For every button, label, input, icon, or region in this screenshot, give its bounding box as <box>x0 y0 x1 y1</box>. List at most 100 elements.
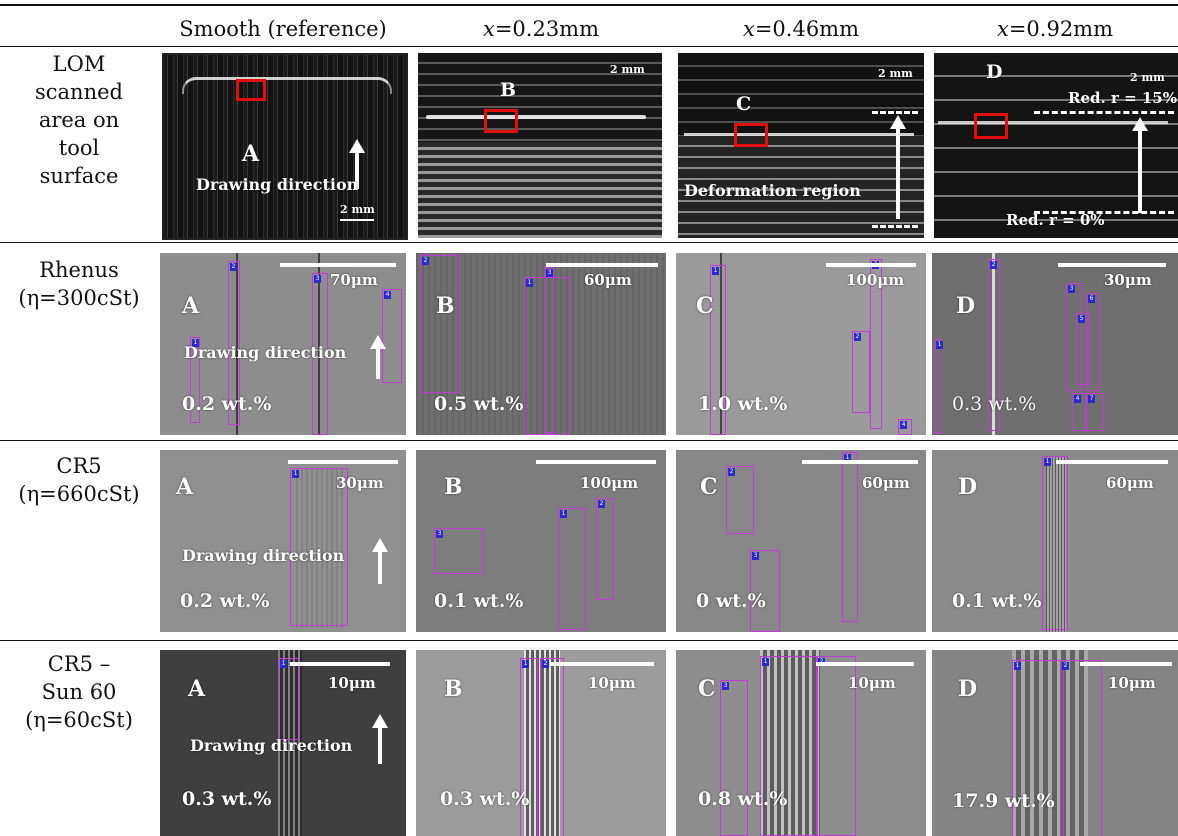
sem-image-cr5-smooth: 1 30μm A Drawing direction 0.2 wt.% <box>160 450 406 632</box>
deformation-boundary-top <box>872 111 918 114</box>
scale-label: 10μm <box>1108 674 1156 692</box>
region-marker-c <box>734 123 768 147</box>
scale-bar <box>550 662 654 666</box>
wear-box: 1 <box>558 508 586 630</box>
wear-box: 1 <box>278 658 300 740</box>
scratch <box>720 253 722 435</box>
wt-label: 0.2 wt.% <box>180 590 270 612</box>
sem-image-cr5-x023: 3 1 2 100μm B 0.1 wt.% <box>416 450 666 632</box>
scratch <box>992 253 995 435</box>
scale-bar <box>288 460 398 464</box>
wear-box: 1 <box>524 277 570 435</box>
sem-image-rhenus-x023: 2 1 3 60μm B 0.5 wt.% <box>416 253 666 435</box>
wear-box: 4 <box>898 419 912 435</box>
sem-image-rhenus-x092: 1 2 3 5 6 4 7 30μm D 0.3 wt.% <box>932 253 1178 435</box>
image-letter: D <box>958 676 978 702</box>
sem-image-cr5sun-smooth: 1 10μm A Drawing direction 0.3 wt.% <box>160 650 406 836</box>
row-label-line: (η=660cSt) <box>18 482 140 506</box>
scratch <box>318 253 320 435</box>
row-label-rhenus: Rhenus (η=300cSt) <box>0 256 158 312</box>
scale-bar <box>816 662 914 666</box>
wear-box: 1 <box>290 468 348 626</box>
row-rule-1 <box>0 242 1178 243</box>
row-rule-2 <box>0 440 1178 441</box>
sem-image-rhenus-x046: 1 2 3 4 100μm C 1.0 wt.% <box>676 253 926 435</box>
column-header-x023: x=0.23mm <box>416 12 666 46</box>
drawing-direction-label: Drawing direction <box>182 546 345 565</box>
region-marker-d <box>974 113 1008 139</box>
wear-box: 1 <box>1042 456 1068 630</box>
row-label-line: Rhenus <box>39 258 119 282</box>
deformation-region-label: Deformation region <box>684 181 861 200</box>
row-label-line: CR5 <box>56 454 102 478</box>
row-label-line: scanned <box>35 80 123 104</box>
scale-label: 2 mm <box>340 203 375 216</box>
column-header-x046: x=0.46mm <box>676 12 926 46</box>
column-header-value: =0.23mm <box>494 17 600 41</box>
sem-image-cr5sun-x092: 1 2 10μm D 17.9 wt.% <box>932 650 1178 836</box>
scale-bar <box>546 263 658 267</box>
region-letter: B <box>500 79 517 101</box>
wt-label: 0.3 wt.% <box>952 393 1037 415</box>
wear-box: 1 <box>1012 660 1064 836</box>
wear-box: 3 <box>312 273 328 435</box>
deformation-arrow <box>890 115 906 219</box>
scale-bar <box>290 662 390 666</box>
scale-bar <box>340 219 374 221</box>
scale-label: 60μm <box>1106 474 1154 492</box>
scratch <box>236 253 238 435</box>
scale-label: 10μm <box>848 674 896 692</box>
image-letter: B <box>444 474 463 500</box>
wear-box: 2 <box>852 331 870 413</box>
row-label-line: tool <box>58 136 100 160</box>
sem-image-cr5-x046: 2 3 1 60μm C 0 wt.% <box>676 450 926 632</box>
wt-label: 0 wt.% <box>696 590 766 612</box>
image-letter: B <box>436 293 455 319</box>
wear-box: 3 <box>434 528 484 574</box>
wt-label: 0.2 wt.% <box>182 393 272 415</box>
image-letter: B <box>444 676 463 702</box>
lom-image-x023: B 2 mm <box>418 53 662 238</box>
wear-box: 2 <box>540 658 564 836</box>
wt-label: 0.5 wt.% <box>434 393 524 415</box>
region-letter: C <box>736 93 752 115</box>
scale-label: 2 mm <box>878 67 913 80</box>
reduction-arrow <box>1132 117 1148 213</box>
row-rule-3 <box>0 640 1178 641</box>
header-rule <box>0 46 1178 47</box>
wt-label: 0.1 wt.% <box>952 590 1042 612</box>
scale-label: 30μm <box>1104 271 1152 289</box>
top-rule <box>0 4 1178 6</box>
wear-box: 3 <box>544 267 554 433</box>
image-letter: C <box>698 676 716 702</box>
scale-bar <box>280 263 396 267</box>
row-label-line: area on <box>38 108 120 132</box>
scale-label: 10μm <box>588 674 636 692</box>
scale-label: 10μm <box>328 674 376 692</box>
reduction-top-label: Red. r = 15% <box>1068 89 1177 107</box>
drawing-direction-arrow <box>372 714 388 764</box>
reduction-line-top <box>1034 111 1174 114</box>
wear-box: 1 <box>934 339 943 433</box>
x-variable: x <box>482 17 495 41</box>
row-label-line: surface <box>39 164 119 188</box>
wear-box: 3 <box>1066 283 1082 391</box>
lom-image-x092: D 2 mm Red. r = 15% Red. r = 0% <box>934 53 1178 238</box>
drawing-direction-arrow <box>349 139 365 189</box>
scale-label: 30μm <box>336 474 384 492</box>
sem-image-cr5sun-x046: 3 1 2 10μm C 0.8 wt.% <box>676 650 926 836</box>
wt-label: 0.3 wt.% <box>440 788 530 810</box>
scale-bar <box>802 460 918 464</box>
region-marker-b <box>484 109 518 133</box>
wear-box: 2 <box>726 466 754 534</box>
wear-box: 2 <box>988 259 1000 431</box>
scale-label: 60μm <box>862 474 910 492</box>
sem-image-cr5-x092: 1 60μm D 0.1 wt.% <box>932 450 1178 632</box>
wear-box: 5 <box>1076 313 1090 385</box>
deformation-boundary-bottom <box>872 225 918 228</box>
image-letter: A <box>188 676 206 702</box>
column-header-smooth: Smooth (reference) <box>179 17 387 41</box>
scale-label: 100μm <box>580 474 639 492</box>
lom-image-x046: C 2 mm Deformation region <box>678 53 924 238</box>
column-header-x092: x=0.92mm <box>932 12 1178 46</box>
